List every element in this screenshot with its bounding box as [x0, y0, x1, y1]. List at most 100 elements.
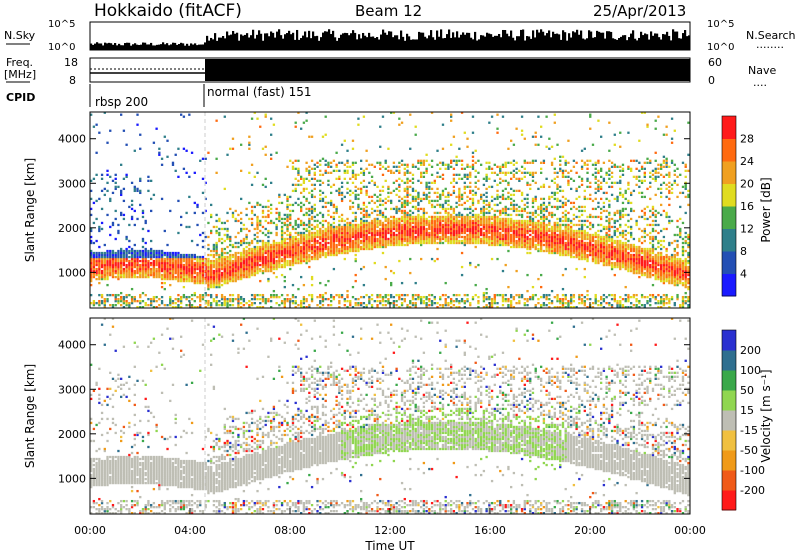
power-cell [261, 245, 265, 249]
power-cell [182, 147, 186, 150]
freq-nave-content [90, 59, 690, 81]
power-cell [270, 306, 273, 309]
power-cell [335, 233, 338, 237]
power-cell [289, 221, 292, 225]
power-cell [204, 197, 207, 201]
power-cell [561, 239, 565, 243]
power-cell [441, 303, 445, 307]
power-cell [130, 257, 134, 261]
power-cell [316, 239, 319, 243]
power-cell [155, 251, 158, 255]
power-cell [297, 203, 300, 207]
power-cell [433, 219, 436, 223]
power-cell [444, 195, 447, 199]
power-cell [441, 203, 445, 207]
power-cell [428, 297, 431, 301]
power-cell [343, 177, 346, 180]
power-cell [411, 301, 415, 305]
power-cell [272, 239, 276, 243]
power-cell [548, 195, 551, 199]
power-cell [504, 163, 507, 166]
power-cell [210, 213, 213, 217]
power-cell [512, 243, 516, 247]
power-cell [261, 239, 265, 243]
power-cell [324, 233, 327, 237]
power-cell [422, 161, 426, 164]
power-cell [411, 205, 415, 209]
noise-bar [454, 37, 457, 50]
power-cell [199, 295, 202, 299]
power-cell [201, 211, 205, 215]
power-cell [545, 237, 548, 241]
power-cell [439, 211, 442, 215]
power-cell [466, 221, 469, 225]
noise-bar [508, 36, 511, 50]
power-cell [354, 177, 357, 180]
power-cell [308, 229, 311, 233]
power-cell [182, 269, 186, 273]
power-cell [152, 265, 156, 269]
power-cell [125, 173, 128, 176]
power-cell [169, 253, 172, 257]
power-cell [444, 217, 447, 221]
power-cell [182, 267, 186, 271]
power-cell [458, 187, 461, 191]
power-cell [455, 213, 458, 217]
power-cell [267, 263, 270, 267]
power-cell [354, 297, 357, 301]
power-cell [384, 231, 387, 235]
power-cell [207, 283, 210, 287]
power-cell [278, 245, 281, 249]
power-cell [474, 237, 477, 241]
power-cell [248, 249, 251, 253]
power-cell [283, 303, 286, 307]
power-cell [201, 269, 205, 273]
power-cell [496, 237, 499, 241]
power-cell [403, 243, 406, 247]
power-cell [368, 231, 371, 235]
power-cell [283, 217, 286, 221]
power-cell [190, 277, 194, 281]
power-cell [160, 263, 164, 267]
power-cell [362, 215, 366, 219]
power-cell [128, 223, 131, 227]
power-cell [207, 243, 210, 247]
power-cell [425, 167, 428, 170]
power-cell [283, 265, 286, 269]
power-cell [114, 217, 117, 221]
power-cell [250, 261, 254, 265]
power-cell [417, 161, 420, 164]
power-cell [439, 229, 442, 233]
power-cell [422, 231, 426, 235]
noise-bar [306, 37, 309, 50]
power-cell [248, 269, 251, 273]
power-cell [537, 205, 540, 209]
power-cell [471, 163, 475, 166]
power-cell [313, 247, 316, 251]
power-cell [321, 297, 325, 301]
power-cell [567, 251, 570, 255]
power-cell [133, 269, 136, 273]
power-cell [520, 191, 524, 195]
power-cell [158, 151, 161, 154]
power-cell [463, 221, 466, 225]
power-cell [343, 231, 346, 235]
power-cell [403, 237, 406, 241]
power-cell [114, 209, 117, 213]
power-cell [548, 235, 551, 239]
power-cell [490, 303, 494, 307]
power-cell [436, 241, 439, 245]
power-cell [218, 299, 221, 303]
power-cell [351, 223, 355, 227]
power-cell [414, 221, 417, 225]
power-cell [308, 201, 311, 205]
power-cell [166, 275, 169, 279]
power-cell [346, 169, 349, 172]
power-cell [150, 301, 153, 305]
power-cell [240, 271, 243, 275]
noise-bar [496, 35, 499, 50]
power-cell [212, 253, 216, 257]
power-cell [420, 235, 423, 239]
power-cell [294, 177, 297, 180]
noise-bar [446, 34, 449, 50]
